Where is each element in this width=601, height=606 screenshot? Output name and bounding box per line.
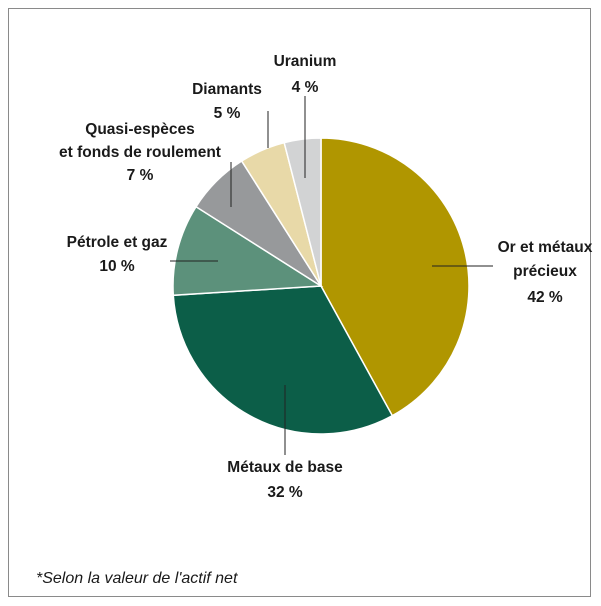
slice-label-5-line-0: Uranium <box>274 53 337 70</box>
slice-label-0-line-1: précieux <box>513 263 577 280</box>
slice-label-1-line-0: Métaux de base <box>227 459 343 476</box>
slice-label-0-line-0: Or et métaux <box>498 239 593 256</box>
slice-label-3-line-0: Quasi-espèces <box>85 121 194 138</box>
pie-slice-1 <box>172 285 394 435</box>
pie-slice-5 <box>283 137 322 287</box>
slice-value-label-0: 42 % <box>527 289 563 306</box>
slice-value-label-4: 5 % <box>214 105 241 122</box>
slice-value-label-5: 4 % <box>292 79 319 96</box>
pie-slice-0 <box>320 137 470 417</box>
slice-value-label-3: 7 % <box>127 167 154 184</box>
slice-label-4-line-0: Diamants <box>192 81 262 98</box>
slice-value-label-2: 10 % <box>99 258 135 275</box>
slice-label-2-line-0: Pétrole et gaz <box>67 234 168 251</box>
slice-value-label-1: 32 % <box>267 484 303 501</box>
pie-slice-2 <box>172 205 324 297</box>
slice-label-3-line-1: et fonds de roulement <box>59 144 221 161</box>
footnote: *Selon la valeur de l'actif net <box>36 570 238 587</box>
